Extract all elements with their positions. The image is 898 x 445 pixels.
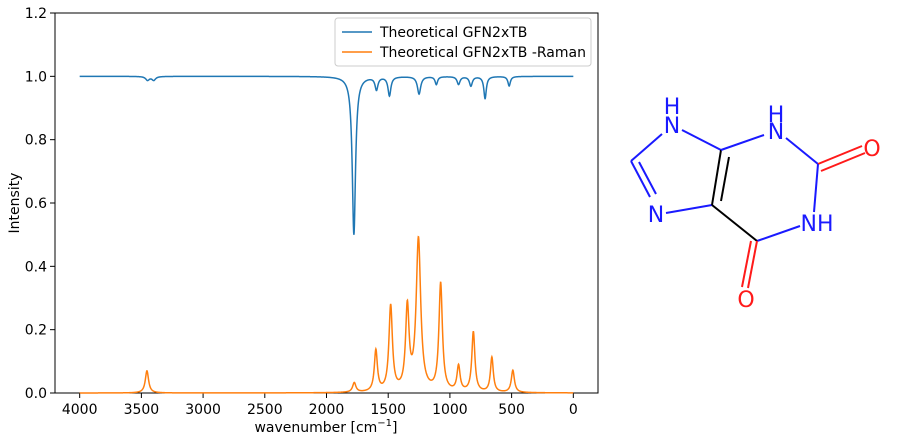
bond-c8-n7 [630,160,651,198]
legend-label-ir: Theoretical GFN2xTB [379,25,527,41]
bond-n1-c6 [756,225,801,242]
molecule-structure: H N H N O N NH O [630,95,881,313]
atom-o6: O [737,288,754,313]
bond-c2-n1 [813,163,819,213]
x-tick-label: 3000 [185,402,221,418]
bond-c4-c5-inner [720,156,730,202]
y-tick-label: 1.2 [25,6,47,22]
series-lines [79,75,574,394]
x-tick-label: 500 [498,402,525,418]
bond-c6-o [747,240,758,289]
y-axis-label: Intensity [7,173,23,234]
bond-c2-o-inner [820,152,866,172]
atoms: H N H N O N NH O [648,95,881,313]
bond-n7-c5 [665,204,713,214]
legend-label-raman: Theoretical GFN2xTB -Raman [379,45,586,61]
x-tick-label: 2500 [247,402,283,418]
legend: Theoretical GFN2xTB Theoretical GFN2xTB … [334,17,592,67]
y-tick-label: 0.6 [25,196,47,212]
x-tick-label: 4000 [62,402,98,418]
legend-box [334,17,592,67]
bond-c8-n7-inner [638,161,657,195]
bond-n9-c4 [681,129,722,151]
bond-c8-n9 [630,133,663,162]
x-tick-label: 3500 [124,402,160,418]
y-tick-label: 0.4 [25,259,47,275]
atom-o2: O [863,137,880,162]
atom-n1-h: H [768,103,785,128]
bond-c4-n3 [720,134,765,151]
spectrum-chart: 4000 3500 3000 2500 2000 1500 1000 500 0 0.0 0.2 0.… [7,6,599,436]
bond-c4-c5 [711,149,722,206]
atom-n9: N [664,114,680,139]
x-tick-label: 1000 [432,402,468,418]
x-axis-label: wavenumber [cm−1] [254,418,397,436]
bond-c6-o-inner [741,240,752,288]
x-tick-label: 0 [569,402,578,418]
y-tick-label: 0.8 [25,133,47,149]
atom-n7: N [648,203,664,228]
atom-n1: N [768,120,784,145]
atom-n9-h: H [664,95,681,120]
y-tick-label: 1.0 [25,69,47,85]
plot-frame [54,12,599,394]
y-tick-label: 0.2 [25,323,47,339]
bonds [630,129,866,289]
series-line-raman [79,235,574,394]
bond-c6-c5 [711,204,758,242]
y-tick-label: 0.0 [25,386,47,402]
atom-n3: NH [801,212,834,237]
series-line-ir [79,75,574,235]
x-tick-label: 1500 [370,402,406,418]
bond-c2-o [817,145,863,165]
x-tick-label: 2000 [309,402,345,418]
bond-n3-c2 [785,137,819,165]
axis-ticks: 4000 3500 3000 2500 2000 1500 1000 500 0 0.0 0.2 0.… [25,6,578,418]
